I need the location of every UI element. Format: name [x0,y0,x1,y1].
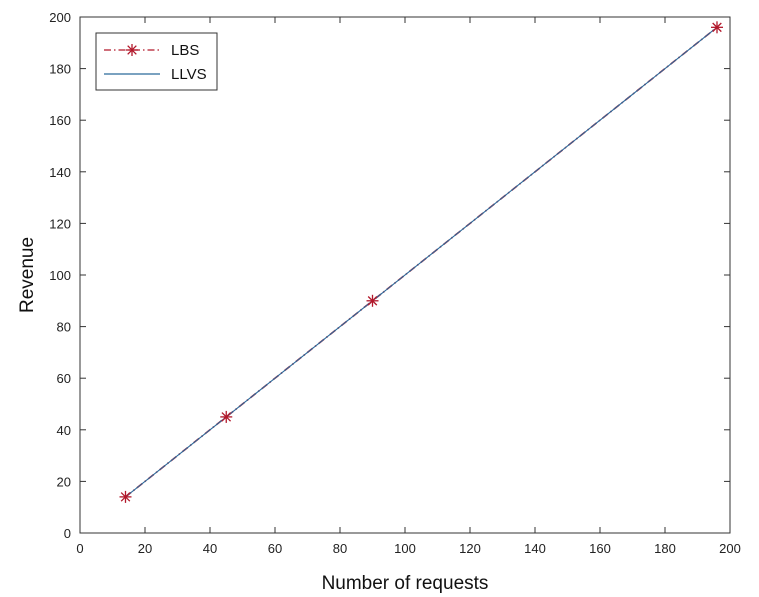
x-tick-label: 80 [333,541,347,556]
markers-lbs [119,21,723,503]
data-point-marker [366,294,379,307]
x-tick-label: 160 [589,541,611,556]
y-tick-label: 180 [49,62,71,77]
y-tick-label: 200 [49,10,71,25]
y-tick-label: 20 [57,474,71,489]
series-line [125,26,718,498]
y-tick-label: 160 [49,113,71,128]
x-tick-label: 20 [138,541,152,556]
y-tick-label: 100 [49,268,71,283]
x-tick-label: 140 [524,541,546,556]
x-tick-label: 180 [654,541,676,556]
x-tick-label: 40 [203,541,217,556]
legend-label: LBS [171,42,199,59]
legend-entry: LBS [104,42,199,59]
y-tick-label: 40 [57,423,71,438]
legend: LBS LLVS [95,32,218,91]
x-tick-label: 120 [459,541,481,556]
series-layer [119,21,723,503]
x-tick-label: 0 [76,541,83,556]
y-tick-label: 60 [57,371,71,386]
y-tick-label: 0 [64,526,71,541]
data-point-marker [126,44,138,56]
legend-entry: LLVS [104,66,207,83]
plot-border [79,16,731,534]
y-tick-label: 120 [49,216,71,231]
y-axis-title: Revenue [17,237,38,313]
axes: 0 20 40 60 80 100 120 140 160 180 200 0 20 40 60 80 100 1… [49,10,741,556]
y-tick-label: 80 [57,320,71,335]
data-point-marker [119,490,132,503]
y-tick-label: 140 [49,165,71,180]
legend-label: LLVS [171,66,207,83]
x-tick-label: 60 [268,541,282,556]
series-llvs [125,26,718,498]
legend-box [95,32,218,91]
x-axis-title: Number of requests [322,573,489,594]
data-point-marker [711,21,723,34]
data-point-marker [220,410,233,423]
x-tick-label: 100 [394,541,416,556]
x-tick-label: 200 [719,541,741,556]
